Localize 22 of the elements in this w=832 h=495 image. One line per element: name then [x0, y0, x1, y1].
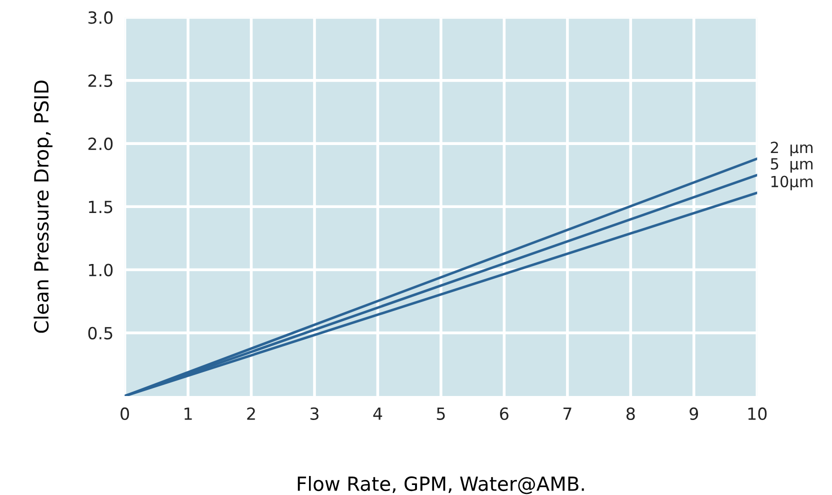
- y-axis-title: Clean Pressure Drop, PSID: [34, 80, 52, 333]
- x-tick-label: 3: [310, 407, 318, 420]
- series-label: 10µm: [771, 176, 813, 190]
- y-tick-label: 2.5: [88, 74, 112, 88]
- x-tick-label: 8: [626, 407, 635, 420]
- series-label: 2 µm: [770, 142, 813, 156]
- x-tick-label: 2: [247, 407, 255, 420]
- y-tick-label: 0.5: [88, 326, 112, 340]
- x-tick-label: 5: [436, 408, 445, 420]
- x-tick-label: 9: [690, 407, 698, 420]
- series-label: 5 µm: [770, 158, 813, 173]
- x-tick-label: 6: [500, 407, 508, 420]
- x-tick-label: 0: [120, 407, 129, 420]
- x-axis-title: Flow Rate, GPM, Water@AMB.: [298, 476, 584, 494]
- y-tick-label: 2.0: [88, 138, 113, 150]
- x-tick-label: 10: [748, 407, 767, 420]
- y-tick-label: 1.5: [89, 200, 112, 214]
- y-tick-label: 1.0: [89, 264, 113, 276]
- y-tick-label: 3.0: [88, 11, 113, 24]
- x-tick-label: 1: [184, 408, 192, 420]
- x-tick-label: 4: [373, 408, 382, 420]
- x-tick-label: 7: [563, 408, 572, 420]
